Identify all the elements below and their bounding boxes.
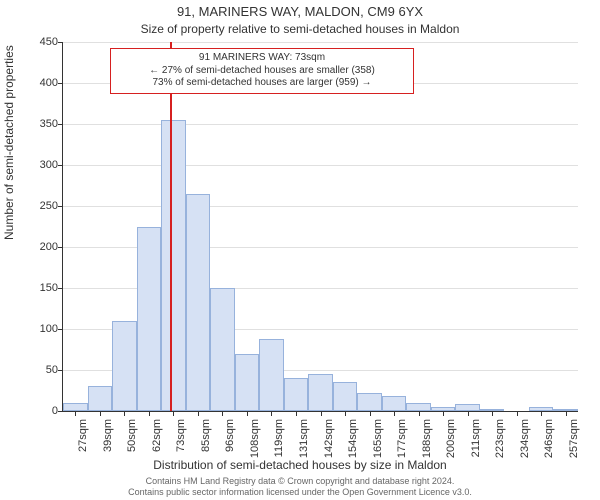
y-tick-mark: [58, 124, 63, 125]
chart-title: 91, MARINERS WAY, MALDON, CM9 6YX: [0, 4, 600, 19]
x-tick-label: 50sqm: [126, 419, 138, 479]
x-tick-label: 142sqm: [323, 419, 335, 479]
x-tick-label: 108sqm: [249, 419, 261, 479]
histogram-bar: [382, 396, 407, 411]
x-tick-label: 73sqm: [175, 419, 187, 479]
annotation-line: 91 MARINERS WAY: 73sqm: [117, 52, 407, 65]
x-tick-label: 200sqm: [445, 419, 457, 479]
footer-line2: Contains public sector information licen…: [128, 487, 472, 497]
x-tick-label: 177sqm: [396, 419, 408, 479]
plot-area: [62, 42, 578, 412]
x-tick-mark: [541, 411, 542, 416]
x-tick-mark: [370, 411, 371, 416]
x-tick-mark: [443, 411, 444, 416]
y-tick-label: 100: [24, 323, 58, 335]
histogram-bar: [284, 378, 309, 411]
y-tick-label: 400: [24, 77, 58, 89]
histogram-bar: [333, 382, 358, 411]
x-tick-label: 96sqm: [224, 419, 236, 479]
y-tick-label: 300: [24, 159, 58, 171]
x-tick-mark: [222, 411, 223, 416]
x-tick-label: 119sqm: [273, 419, 285, 479]
x-tick-mark: [321, 411, 322, 416]
x-tick-mark: [124, 411, 125, 416]
y-tick-mark: [58, 83, 63, 84]
gridline: [63, 124, 578, 125]
x-tick-mark: [173, 411, 174, 416]
y-tick-mark: [58, 165, 63, 166]
x-tick-mark: [517, 411, 518, 416]
chart-subtitle: Size of property relative to semi-detach…: [0, 22, 600, 36]
x-tick-label: 234sqm: [519, 419, 531, 479]
histogram-bar: [406, 403, 431, 411]
x-tick-mark: [394, 411, 395, 416]
y-tick-label: 250: [24, 200, 58, 212]
x-tick-label: 131sqm: [298, 419, 310, 479]
y-axis-label: Number of semi-detached properties: [2, 45, 16, 240]
x-tick-mark: [100, 411, 101, 416]
gridline: [63, 165, 578, 166]
x-tick-mark: [247, 411, 248, 416]
gridline: [63, 206, 578, 207]
x-tick-mark: [149, 411, 150, 416]
histogram-bar: [112, 321, 137, 411]
x-tick-label: 62sqm: [151, 419, 163, 479]
x-tick-mark: [296, 411, 297, 416]
x-tick-mark: [271, 411, 272, 416]
y-tick-mark: [58, 329, 63, 330]
histogram-bar: [137, 227, 162, 412]
x-tick-label: 223sqm: [494, 419, 506, 479]
annotation-line: 73% of semi-detached houses are larger (…: [117, 77, 407, 90]
x-tick-label: 165sqm: [372, 419, 384, 479]
x-tick-mark: [75, 411, 76, 416]
y-tick-mark: [58, 247, 63, 248]
x-tick-label: 27sqm: [77, 419, 89, 479]
histogram-bar: [63, 403, 88, 411]
histogram-bar: [308, 374, 333, 411]
x-tick-label: 154sqm: [347, 419, 359, 479]
y-tick-label: 0: [24, 405, 58, 417]
histogram-bar: [235, 354, 260, 411]
y-tick-label: 50: [24, 364, 58, 376]
footer-text: Contains HM Land Registry data © Crown c…: [0, 476, 600, 498]
histogram-bar: [210, 288, 235, 411]
x-tick-mark: [468, 411, 469, 416]
histogram-bar: [161, 120, 186, 411]
y-tick-mark: [58, 42, 63, 43]
y-tick-mark: [58, 206, 63, 207]
y-tick-mark: [58, 370, 63, 371]
x-tick-label: 211sqm: [470, 419, 482, 479]
x-tick-mark: [198, 411, 199, 416]
x-tick-mark: [345, 411, 346, 416]
y-tick-label: 450: [24, 36, 58, 48]
annotation-line: ← 27% of semi-detached houses are smalle…: [117, 65, 407, 78]
x-tick-mark: [492, 411, 493, 416]
x-tick-label: 39sqm: [102, 419, 114, 479]
annotation-box: 91 MARINERS WAY: 73sqm← 27% of semi-deta…: [110, 48, 414, 94]
x-tick-mark: [566, 411, 567, 416]
x-tick-label: 246sqm: [543, 419, 555, 479]
gridline: [63, 42, 578, 43]
y-tick-mark: [58, 411, 63, 412]
y-tick-mark: [58, 288, 63, 289]
x-tick-label: 188sqm: [421, 419, 433, 479]
reference-line: [170, 42, 172, 411]
x-tick-mark: [419, 411, 420, 416]
y-tick-label: 150: [24, 282, 58, 294]
histogram-bar: [186, 194, 211, 411]
y-tick-label: 200: [24, 241, 58, 253]
histogram-bar: [88, 386, 113, 411]
x-tick-label: 257sqm: [568, 419, 580, 479]
x-tick-label: 85sqm: [200, 419, 212, 479]
histogram-bar: [357, 393, 382, 411]
y-tick-label: 350: [24, 118, 58, 130]
histogram-bar: [259, 339, 284, 411]
